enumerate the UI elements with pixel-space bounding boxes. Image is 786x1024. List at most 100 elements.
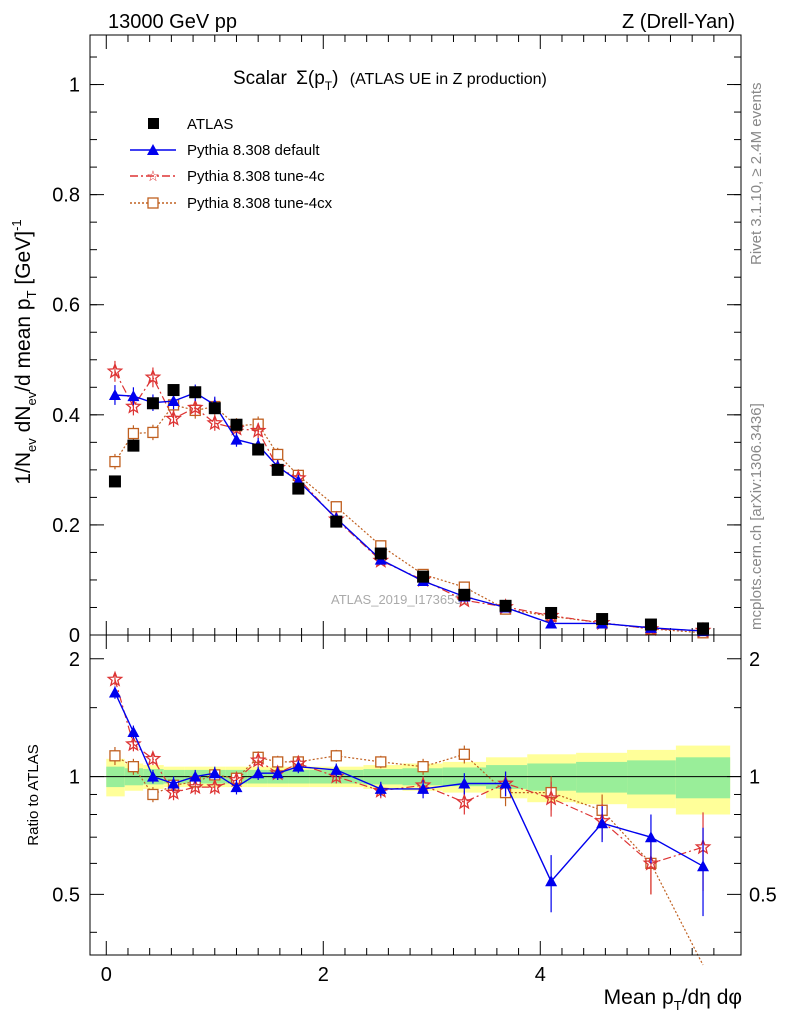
main-point-atlas xyxy=(208,402,221,415)
ratio-ytick-label: 0.5 xyxy=(52,884,80,906)
ratio-point-tune4cx xyxy=(417,761,429,773)
main-ytick-label: 0.4 xyxy=(52,405,80,427)
ratio-point-default xyxy=(644,831,657,843)
main-plot-layer: 0 0.2 0.4 0.6 0.8 1 xyxy=(52,35,741,647)
main-title: Scalar Σ(pT) (ATLAS UE in Z production) xyxy=(233,68,547,93)
ratio-band-inner xyxy=(675,757,731,799)
main-point-atlas xyxy=(271,463,284,476)
ratio-point-default xyxy=(458,777,471,789)
main-point-tune4c xyxy=(249,421,267,438)
ratio-xtick-label: 0 xyxy=(101,964,112,986)
ratio-point-default xyxy=(374,782,387,794)
main-point-tune4cx xyxy=(272,448,284,461)
main-point-atlas xyxy=(146,397,159,410)
ratio-ytick-label-right: 0.5 xyxy=(749,884,777,906)
ratio-point-default xyxy=(230,781,243,793)
ratio-point-tune4c xyxy=(455,793,473,810)
ratio-point-default xyxy=(167,777,180,789)
main-point-atlas xyxy=(596,613,609,626)
legend-tune4cx-marker xyxy=(147,197,159,209)
header-left: 13000 GeV pp xyxy=(108,11,237,33)
main-point-atlas xyxy=(230,418,243,431)
main-point-default xyxy=(108,389,121,400)
title-rest: (ATLAS UE in Z production) xyxy=(350,71,547,88)
main-ytick-label: 0.2 xyxy=(52,515,80,537)
main-point-atlas xyxy=(292,482,305,495)
ratio-ytick-label-right: 1 xyxy=(749,767,760,789)
ylabel-a-sub: ev xyxy=(24,438,39,452)
main-ylabel: 1/Nev dNev/d mean pT [GeV]-1 xyxy=(9,219,39,484)
ratio-point-tune4cx xyxy=(330,750,342,762)
main-point-tune4cx xyxy=(127,427,140,440)
mcplots-label: mcplots.cern.ch [arXiv:1306.3436] xyxy=(748,403,765,630)
main-ytick-label: 0 xyxy=(69,625,80,647)
ratio-ytick-label: 1 xyxy=(69,767,80,789)
xlabel-a-sub: T xyxy=(674,998,682,1013)
title-close: ) xyxy=(332,68,338,89)
ratio-point-tune4c xyxy=(165,783,182,800)
ratio-point-default xyxy=(697,860,710,872)
main-point-tune4c xyxy=(125,397,142,414)
main-ytick-label: 0.8 xyxy=(52,185,80,207)
ratio-ylabel: Ratio to ATLAS xyxy=(25,744,42,845)
main-point-tune4cx xyxy=(109,455,121,468)
main-point-default xyxy=(230,433,243,445)
ratio-point-default xyxy=(108,686,121,698)
main-point-atlas xyxy=(167,384,180,397)
ylabel-b: dN xyxy=(12,406,35,439)
legend-atlas-marker xyxy=(148,118,159,129)
xlabel-a: Mean p xyxy=(604,986,674,1009)
main-point-tune4c xyxy=(165,409,182,426)
ratio-point-default xyxy=(146,770,159,782)
rivet-label: Rivet 3.1.10, ≥ 2.4M events xyxy=(748,83,765,266)
ratio-xtick-label: 2 xyxy=(318,964,329,986)
ratio-point-tune4cx xyxy=(127,761,140,773)
ratio-point-tune4c xyxy=(642,854,660,871)
ylabel-a: 1/N xyxy=(12,452,35,485)
main-point-atlas xyxy=(545,606,558,619)
ratio-xtick-label: 4 xyxy=(535,964,546,986)
main-point-tune4cx xyxy=(147,426,159,439)
ylabel-c-sub: T xyxy=(24,290,39,298)
ratio-point-default xyxy=(596,817,609,829)
main-point-atlas xyxy=(374,547,387,560)
main-point-tune4cx xyxy=(330,501,342,513)
main-point-tune4c xyxy=(144,368,162,385)
ratio-point-default xyxy=(189,770,202,782)
main-point-atlas xyxy=(330,515,343,528)
ratio-plot-layer: 0 2 4 0.5 0.5 1 1 2 2 xyxy=(52,635,777,986)
legend-default-label: Pythia 8.308 default xyxy=(187,142,320,159)
main-point-atlas xyxy=(252,443,265,456)
title-sub: T xyxy=(325,79,333,93)
main-point-atlas xyxy=(417,570,430,583)
ratio-point-tune4cx xyxy=(458,748,470,760)
main-point-default xyxy=(167,395,180,407)
ratio-point-tune4cx xyxy=(147,788,159,801)
main-ytick-label: 0.6 xyxy=(52,295,80,317)
main-point-default xyxy=(545,617,558,629)
ratio-point-default xyxy=(545,875,558,887)
main-point-tune4c xyxy=(206,414,224,431)
ratio-frame xyxy=(89,634,742,956)
ratio-point-default xyxy=(271,767,284,779)
ylabel-d-sup: -1 xyxy=(9,219,24,231)
xlabel-b: /dη dφ xyxy=(682,986,742,1009)
ratio-ytick-label-right: 2 xyxy=(749,649,760,671)
legend-atlas-label: ATLAS xyxy=(187,116,233,133)
ratio-point-tune4c xyxy=(106,670,124,687)
ratio-point-tune4c xyxy=(542,789,560,806)
legend-tune4c-label: Pythia 8.308 tune-4c xyxy=(187,168,325,185)
ylabel-d: [GeV] xyxy=(12,231,35,291)
main-point-atlas xyxy=(108,475,121,488)
ratio-point-tune4c xyxy=(206,778,224,795)
header-right: Z (Drell-Yan) xyxy=(622,11,735,33)
main-point-atlas xyxy=(697,622,710,635)
ratio-point-default xyxy=(292,760,305,772)
main-point-tune4c xyxy=(186,398,204,415)
xlabel: Mean pT/dη dφ xyxy=(604,986,742,1013)
ratio-point-default xyxy=(127,725,140,737)
ratio-point-tune4cx xyxy=(375,756,387,768)
ratio-point-default xyxy=(208,767,221,779)
main-point-atlas xyxy=(189,386,202,399)
